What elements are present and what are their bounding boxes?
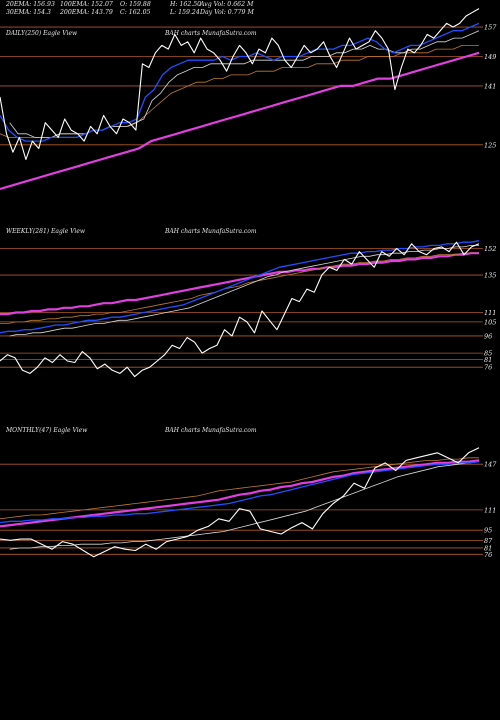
ema-short-line — [0, 240, 480, 334]
weekly-watermark: BAH charts MunafaSutra.com — [165, 228, 257, 235]
price-line — [0, 447, 480, 558]
level-label: 141 — [484, 82, 496, 90]
level-label: 147 — [484, 461, 497, 469]
ema100-label: 100EMA: 152.07 — [60, 1, 113, 8]
close-label: C: 162.05 — [120, 9, 151, 16]
level-label: 135 — [484, 272, 496, 280]
ema-long-line — [0, 457, 479, 520]
level-label: 81 — [484, 544, 492, 552]
monthly-watermark: BAH charts MunafaSutra.com — [165, 427, 257, 434]
level-label: 81 — [484, 356, 492, 364]
price-line — [0, 8, 480, 161]
level-label: 125 — [484, 141, 496, 149]
level-label: 85 — [484, 350, 492, 358]
dayvol-label: Day Vol: 0.779 M — [200, 9, 254, 16]
ema-200-line — [0, 51, 480, 191]
ema-200-line — [0, 459, 480, 528]
level-label: 76 — [484, 364, 492, 372]
ema20-label: 20EMA: 156.93 — [6, 1, 55, 8]
level-label: 149 — [484, 53, 496, 61]
low-label: L: 159.24 — [170, 9, 200, 16]
weekly-panel-title: WEEKLY(281) Eagle View — [6, 228, 86, 235]
ema-mid-line — [9, 244, 479, 337]
avgvol-label: Avg Vol: 0.662 M — [200, 1, 254, 8]
daily-panel-title: DAILY(250) Eagle View — [6, 30, 78, 37]
level-label: 152 — [484, 245, 496, 253]
ema-short-line — [0, 22, 480, 142]
level-label: 105 — [484, 318, 496, 326]
price-line — [0, 241, 480, 378]
level-label: 76 — [484, 551, 492, 559]
monthly-panel-title: MONTHLY(47) Eagle View — [6, 427, 88, 434]
ema-short-line — [0, 461, 480, 524]
level-label: 111 — [484, 506, 496, 514]
level-label: 95 — [484, 527, 492, 535]
level-label: 157 — [484, 24, 497, 32]
ema-mid-line — [9, 461, 480, 550]
level-label: 87 — [484, 537, 493, 545]
open-label: O: 159.88 — [120, 1, 151, 8]
ema-200-line — [0, 252, 479, 316]
ema-long-line — [0, 252, 479, 324]
level-label: 96 — [484, 332, 492, 340]
level-label: 111 — [484, 309, 496, 317]
high-label: H: 162.50 — [170, 1, 202, 8]
ema-long-line — [0, 45, 479, 138]
ema30-label: 30EMA: 154.3 — [6, 9, 51, 16]
daily-watermark: BAH charts MunafaSutra.com — [165, 30, 257, 37]
ema200-label: 200EMA: 143.79 — [60, 9, 113, 16]
